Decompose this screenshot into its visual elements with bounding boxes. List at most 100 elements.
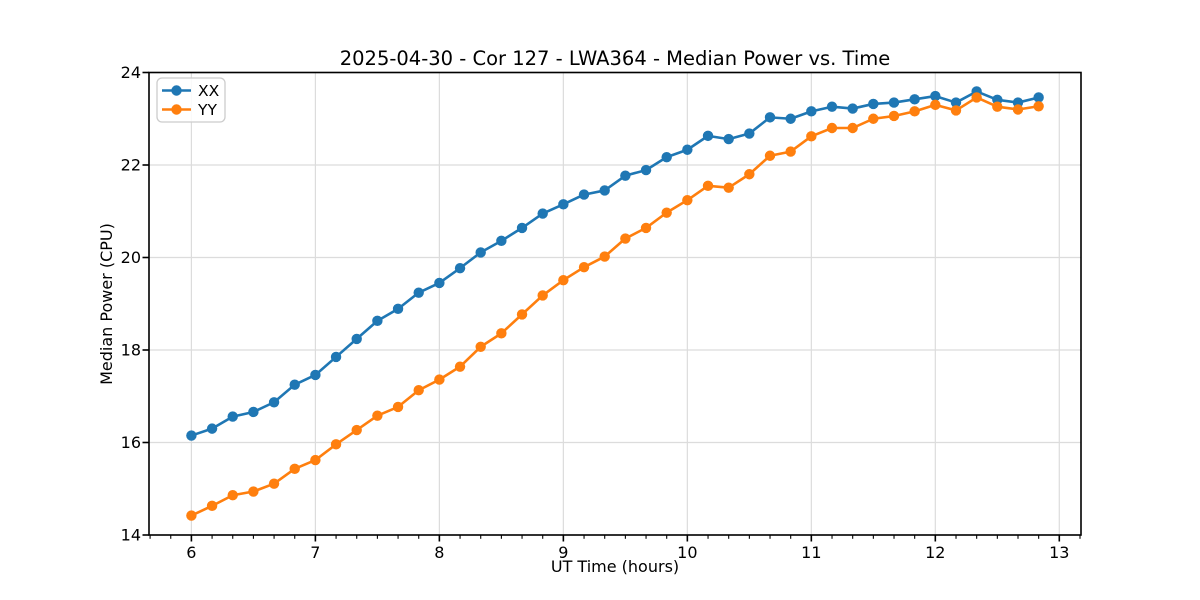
series-xx-marker bbox=[661, 151, 672, 163]
series-xx-marker bbox=[289, 379, 300, 390]
series-yy-marker bbox=[186, 510, 197, 521]
series-xx-marker bbox=[372, 315, 383, 327]
series-xx-marker bbox=[620, 170, 631, 181]
y-tick-label: 24 bbox=[121, 63, 141, 82]
series-yy-marker bbox=[723, 182, 734, 193]
legend-entry-yy: YY bbox=[162, 101, 217, 119]
series-xx-marker bbox=[950, 97, 962, 108]
series-xx-marker bbox=[868, 98, 879, 110]
x-tick-label: 12 bbox=[925, 543, 945, 562]
series-yy-marker bbox=[475, 341, 486, 352]
y-tick-label: 20 bbox=[121, 248, 141, 267]
series-yy-marker bbox=[206, 500, 218, 512]
series-yy-marker bbox=[516, 309, 528, 320]
series-yy-marker bbox=[289, 463, 300, 475]
series-xx-marker bbox=[248, 406, 259, 418]
x-tick-label: 8 bbox=[434, 543, 444, 562]
series-yy-marker bbox=[888, 110, 900, 122]
y-tick-label: 16 bbox=[121, 433, 141, 452]
series-xx-marker bbox=[744, 128, 755, 139]
series-yy-marker bbox=[310, 454, 321, 466]
series-yy-marker bbox=[227, 490, 238, 501]
series-xx-marker bbox=[1033, 92, 1044, 103]
series-xx-marker bbox=[268, 397, 280, 408]
series-xx-marker bbox=[640, 164, 652, 176]
legend-marker-xx bbox=[171, 85, 182, 96]
series-yy-marker bbox=[992, 101, 1003, 112]
series-xx-marker bbox=[351, 333, 362, 345]
series-xx-marker bbox=[392, 303, 404, 315]
series-yy-marker bbox=[1033, 101, 1044, 112]
x-tick-label: 9 bbox=[558, 543, 568, 562]
series-yy-marker bbox=[330, 439, 342, 450]
series-xx-marker bbox=[558, 199, 569, 210]
series-xx-marker bbox=[206, 423, 218, 434]
x-tick-label: 11 bbox=[801, 543, 821, 562]
series-yy-marker bbox=[413, 385, 424, 396]
x-tick-label: 13 bbox=[1049, 543, 1069, 562]
x-tick-label: 7 bbox=[310, 543, 320, 562]
y-axis-label: Median Power (CPU) bbox=[97, 223, 116, 385]
series-yy-marker bbox=[702, 180, 714, 192]
series-xx-marker bbox=[537, 208, 548, 219]
series-yy-marker bbox=[930, 99, 941, 111]
series-xx-marker bbox=[909, 94, 920, 105]
x-tick-label: 6 bbox=[186, 543, 196, 562]
series-xx-marker bbox=[578, 189, 590, 200]
series-yy-marker bbox=[764, 150, 776, 161]
series-xx-marker bbox=[310, 369, 321, 381]
y-tick-label: 22 bbox=[121, 156, 141, 175]
series-yy-marker bbox=[434, 374, 445, 385]
x-tick-label: 10 bbox=[677, 543, 697, 562]
series-yy-marker bbox=[578, 262, 590, 273]
series-yy-marker bbox=[909, 106, 920, 117]
series-xx-marker bbox=[806, 106, 817, 117]
series-xx-marker bbox=[516, 222, 528, 234]
series-yy-marker bbox=[826, 122, 838, 134]
series-yy-marker bbox=[372, 410, 383, 421]
series-xx-marker bbox=[930, 90, 941, 102]
series-yy-marker bbox=[950, 105, 962, 116]
series-yy-marker bbox=[599, 251, 610, 262]
series-xx-marker bbox=[826, 101, 838, 112]
series-xx-marker bbox=[785, 113, 796, 124]
series-xx-marker bbox=[434, 277, 445, 289]
series-yy-marker bbox=[351, 424, 362, 436]
legend: XX YY bbox=[156, 77, 226, 123]
series-yy-marker bbox=[744, 169, 755, 180]
series-yy-marker bbox=[620, 233, 631, 244]
legend-label-yy: YY bbox=[197, 101, 217, 119]
x-axis-ticks: 6 7 8 9 10 11 12 13 bbox=[149, 535, 1081, 562]
legend-marker-yy bbox=[171, 104, 182, 115]
plot-area bbox=[149, 72, 1081, 535]
series-yy-marker bbox=[806, 131, 817, 142]
series-yy-marker bbox=[640, 222, 652, 234]
y-axis-ticks: 14 16 18 20 22 24 bbox=[121, 63, 149, 545]
series-yy-marker bbox=[537, 290, 548, 301]
series-yy-marker bbox=[248, 486, 259, 497]
axes-frame bbox=[148, 71, 1082, 536]
x-axis-label: UT Time (hours) bbox=[551, 557, 679, 576]
legend-entry-xx: XX bbox=[162, 82, 220, 100]
series-yy-marker bbox=[496, 328, 507, 339]
series-yy-marker bbox=[868, 113, 879, 124]
series-yy-marker bbox=[971, 92, 982, 103]
y-tick-label: 14 bbox=[121, 526, 141, 545]
series-yy-marker bbox=[682, 194, 693, 206]
series-xx-marker bbox=[847, 103, 858, 114]
series-xx-marker bbox=[475, 247, 486, 258]
series-xx-marker bbox=[330, 351, 342, 363]
series-xx-marker bbox=[599, 185, 610, 196]
series-xx-marker bbox=[682, 144, 693, 155]
series-xx-marker bbox=[454, 262, 466, 274]
series-yy-marker bbox=[454, 361, 466, 372]
series-yy-marker bbox=[847, 122, 858, 134]
series-xx-marker bbox=[764, 112, 776, 123]
series-xx-marker bbox=[227, 411, 238, 422]
series-xx-marker bbox=[186, 430, 197, 441]
series-yy-marker bbox=[661, 207, 672, 218]
y-tick-label: 18 bbox=[121, 341, 141, 360]
data-series bbox=[186, 86, 1044, 521]
series-yy-marker bbox=[558, 274, 569, 286]
